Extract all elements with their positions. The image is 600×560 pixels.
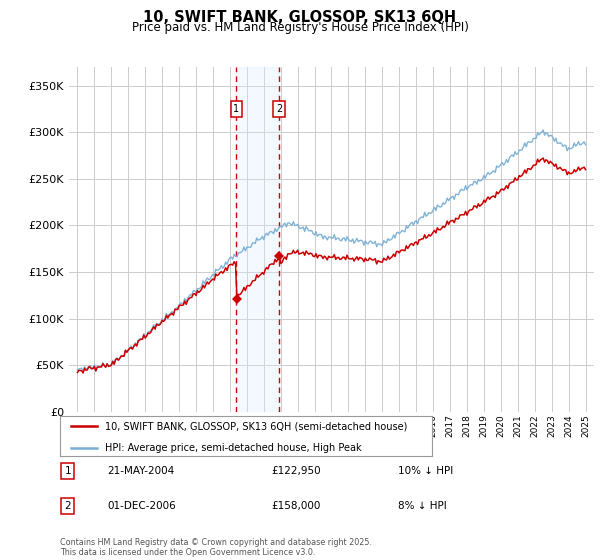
Bar [236,67,280,412]
Text: 01-DEC-2006: 01-DEC-2006 [107,501,176,511]
Text: Contains HM Land Registry data © Crown copyright and database right 2025.
This d: Contains HM Land Registry data © Crown c… [60,538,372,557]
Text: 21-MAY-2004: 21-MAY-2004 [107,466,175,476]
Text: 10, SWIFT BANK, GLOSSOP, SK13 6QH (semi-detached house): 10, SWIFT BANK, GLOSSOP, SK13 6QH (semi-… [104,421,407,431]
Text: 10% ↓ HPI: 10% ↓ HPI [398,466,453,476]
Text: 2: 2 [276,104,283,114]
Text: 1: 1 [233,104,239,114]
Text: 8% ↓ HPI: 8% ↓ HPI [398,501,446,511]
Text: HPI: Average price, semi-detached house, High Peak: HPI: Average price, semi-detached house,… [104,442,361,452]
Text: £122,950: £122,950 [271,466,321,476]
Text: 10, SWIFT BANK, GLOSSOP, SK13 6QH: 10, SWIFT BANK, GLOSSOP, SK13 6QH [143,10,457,25]
Text: £158,000: £158,000 [271,501,320,511]
Text: 1: 1 [65,466,71,476]
Text: Price paid vs. HM Land Registry's House Price Index (HPI): Price paid vs. HM Land Registry's House … [131,21,469,34]
Text: 2: 2 [65,501,71,511]
